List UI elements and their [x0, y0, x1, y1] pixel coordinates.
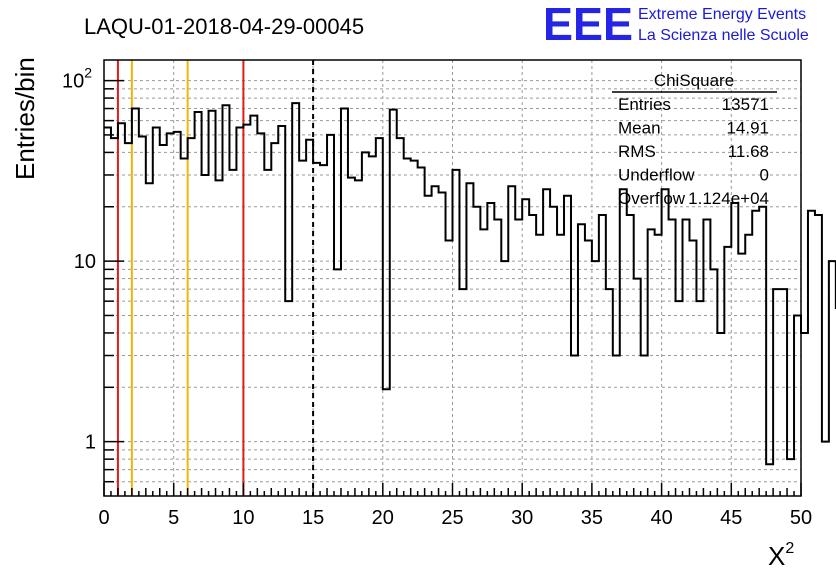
- logo-mark: EEE: [543, 0, 633, 50]
- y-tick-label-exponent: 2: [84, 65, 92, 81]
- x-tick-label: 40: [650, 507, 672, 529]
- logo: EEE Extreme Energy Events La Scienza nel…: [543, 0, 809, 50]
- x-tick-label: 10: [232, 507, 254, 529]
- y-tick-label: 10: [74, 251, 96, 273]
- stats-rows: Entries 13571 Mean 14.91 RMS 11.68 Underflow 0 O…: [618, 95, 769, 208]
- stats-label: RMS: [618, 142, 656, 161]
- y-tick-label: 1: [85, 432, 96, 454]
- chart-title: LAQU-01-2018-04-29-00045: [84, 14, 364, 39]
- stats-title: ChiSquare: [654, 71, 734, 90]
- x-tick-label: 35: [581, 507, 603, 529]
- y-axis-label: Entries/bin: [10, 57, 40, 180]
- logo-line1: Extreme Energy Events: [638, 6, 806, 23]
- stats-label: Mean: [618, 119, 661, 138]
- x-tick-label: 25: [441, 507, 463, 529]
- stats-value: 11.68: [728, 142, 769, 161]
- x-axis-label: X2: [768, 540, 794, 571]
- logo-line2: La Scienza nelle Scuole: [638, 27, 809, 44]
- stats-value: 13571: [722, 95, 769, 114]
- x-axis-label-superscript: 2: [785, 540, 794, 557]
- x-tick-label: 5: [168, 507, 179, 529]
- stats-label: Overflow: [618, 189, 686, 208]
- x-tick-label: 15: [302, 507, 324, 529]
- x-tick-label: 0: [98, 507, 109, 529]
- histogram-outline: [104, 102, 836, 466]
- stats-label: Entries: [618, 95, 671, 114]
- histogram-bins: [104, 103, 836, 496]
- stats-value: 0: [760, 166, 769, 185]
- y-tick-label: 102: [62, 65, 92, 93]
- x-tick-label: 50: [790, 507, 812, 529]
- x-tick-label: 45: [720, 507, 742, 529]
- stats-value: 14.91: [726, 119, 769, 138]
- x-tick-label: 20: [372, 507, 394, 529]
- x-axis-label-base: X: [768, 541, 785, 571]
- stats-box: ChiSquare Entries 13571 Mean 14.91 RMS 11.68 U…: [612, 71, 777, 208]
- x-tick-label: 30: [511, 507, 533, 529]
- stats-value: 1.124e+04: [688, 189, 769, 208]
- stats-label: Underflow: [618, 166, 695, 185]
